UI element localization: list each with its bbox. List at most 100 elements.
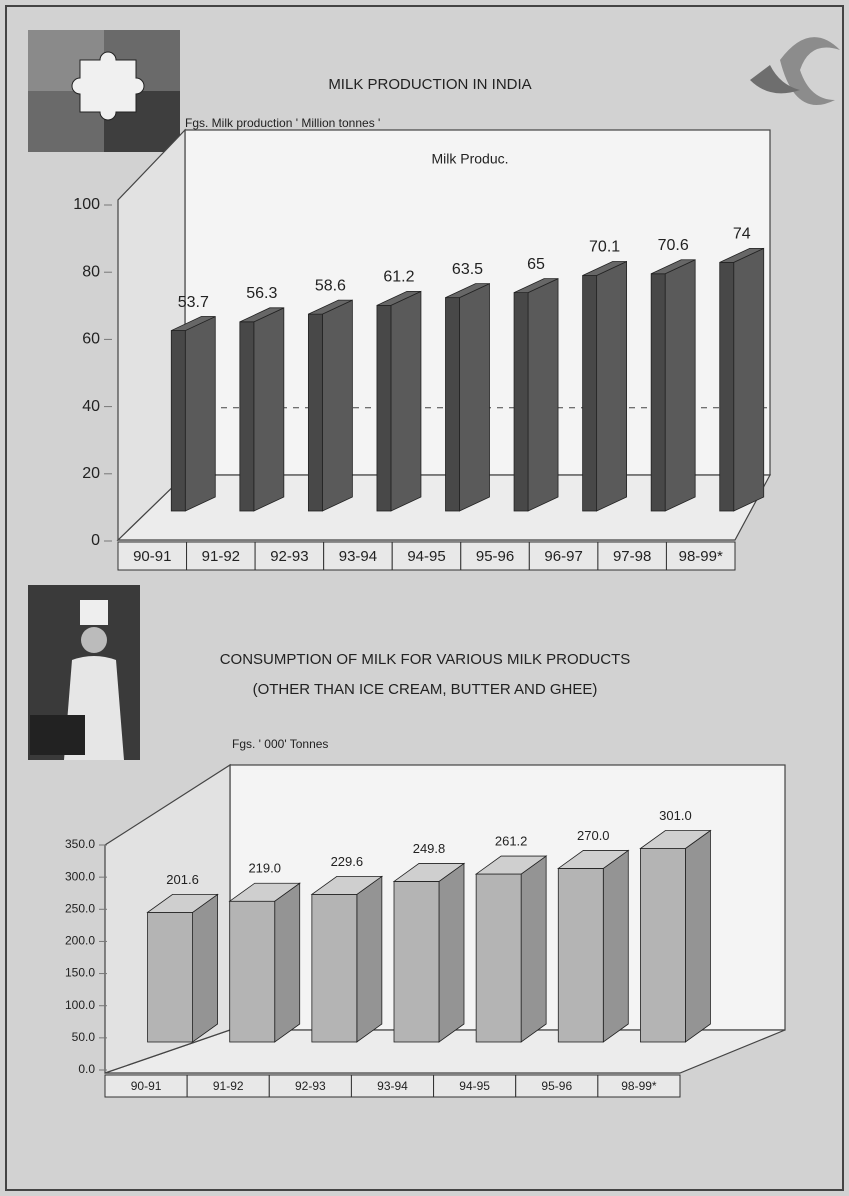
category-box bbox=[323, 541, 393, 571]
bar bbox=[229, 900, 276, 1043]
bar-top bbox=[639, 830, 712, 849]
value-label: 58.6 bbox=[315, 277, 346, 294]
x-tick-label: 90-91 bbox=[131, 1079, 162, 1093]
y-tick-label: 300.0 bbox=[65, 869, 95, 883]
category-box bbox=[391, 541, 462, 571]
value-label: 61.2 bbox=[383, 269, 414, 286]
bar-side bbox=[685, 829, 711, 1043]
bar bbox=[582, 275, 598, 512]
bar-side bbox=[520, 855, 547, 1043]
x-tick-label: 97-98 bbox=[613, 548, 651, 565]
bar bbox=[170, 330, 186, 512]
bar bbox=[640, 848, 686, 1043]
category-box bbox=[597, 541, 667, 571]
bar-top bbox=[719, 247, 764, 263]
bar-side bbox=[602, 849, 629, 1043]
y-tick-label: 20 bbox=[82, 465, 100, 482]
x-tick-label: 96-97 bbox=[544, 548, 582, 565]
chart-title: MILK PRODUCTION IN INDIA bbox=[328, 76, 531, 93]
bar bbox=[445, 297, 460, 512]
bar-top bbox=[474, 855, 548, 875]
y-tick-label: 100.0 bbox=[65, 998, 95, 1012]
category-box bbox=[528, 541, 599, 571]
y-tick-label: 50.0 bbox=[72, 1030, 96, 1044]
bar bbox=[376, 304, 392, 512]
y-tick-label: 250.0 bbox=[65, 901, 95, 915]
category-box bbox=[597, 1074, 681, 1098]
bar bbox=[239, 321, 255, 512]
bar bbox=[557, 868, 604, 1043]
x-tick-label: 98-99* bbox=[621, 1079, 657, 1093]
value-label: 65 bbox=[527, 256, 545, 273]
bar-top bbox=[445, 283, 490, 299]
value-label: 261.2 bbox=[495, 834, 528, 849]
bar-side bbox=[733, 247, 765, 512]
x-tick-label: 95-96 bbox=[476, 548, 514, 565]
bar-top bbox=[557, 850, 630, 869]
bar-top bbox=[376, 290, 422, 306]
bar-side bbox=[184, 315, 216, 512]
x-tick-label: 94-95 bbox=[459, 1079, 490, 1093]
bar bbox=[147, 912, 193, 1043]
category-box bbox=[117, 541, 188, 571]
y-tick-label: 0.0 bbox=[78, 1062, 95, 1076]
bar bbox=[650, 273, 666, 512]
bar bbox=[393, 881, 440, 1043]
x-tick-label: 90-91 bbox=[133, 548, 171, 565]
y-tick-label: 0 bbox=[91, 532, 100, 549]
category-box bbox=[460, 541, 530, 571]
category-box bbox=[665, 541, 736, 571]
bar bbox=[311, 894, 358, 1043]
y-tick-label: 150.0 bbox=[65, 966, 95, 980]
x-tick-label: 94-95 bbox=[407, 548, 445, 565]
value-label: 70.1 bbox=[589, 239, 620, 256]
bar-top bbox=[239, 307, 285, 323]
value-label: 249.8 bbox=[413, 841, 446, 856]
bar-top bbox=[650, 259, 696, 275]
bar bbox=[475, 873, 522, 1043]
x-tick-label: 91-92 bbox=[202, 548, 240, 565]
bar bbox=[719, 261, 735, 512]
y-tick-label: 100 bbox=[73, 196, 100, 213]
value-label: 301.0 bbox=[659, 808, 692, 823]
value-label: 63.5 bbox=[452, 261, 483, 278]
bar bbox=[513, 292, 529, 512]
page-border bbox=[5, 5, 844, 1191]
y-tick-label: 60 bbox=[82, 331, 100, 348]
bar-side bbox=[664, 259, 696, 512]
y-tick-label: 350.0 bbox=[65, 837, 95, 851]
x-tick-label: 92-93 bbox=[270, 548, 308, 565]
legend: Milk Produc. bbox=[431, 151, 508, 167]
bar-side bbox=[459, 283, 490, 512]
y-axis-label: Fgs. Milk production ' Million tonnes ' bbox=[185, 116, 380, 130]
value-label: 219.0 bbox=[248, 861, 281, 876]
bar-side bbox=[527, 277, 559, 512]
bar-side bbox=[390, 290, 422, 512]
bar-top bbox=[513, 278, 559, 294]
bar bbox=[307, 313, 323, 512]
x-tick-label: 93-94 bbox=[377, 1079, 408, 1093]
y-axis-label: Fgs. ' 000' Tonnes bbox=[232, 737, 328, 751]
bar-top bbox=[582, 261, 627, 276]
value-label: 74 bbox=[733, 226, 751, 243]
bar-top bbox=[392, 863, 466, 882]
bar-side bbox=[438, 862, 465, 1043]
bar-top bbox=[146, 894, 219, 913]
x-tick-label: 98-99* bbox=[679, 548, 723, 565]
x-tick-label: 91-92 bbox=[213, 1079, 244, 1093]
bar-top bbox=[310, 876, 384, 895]
value-label: 229.6 bbox=[331, 854, 364, 869]
bar-top bbox=[171, 316, 216, 331]
bar-side bbox=[596, 260, 628, 512]
x-tick-label: 93-94 bbox=[339, 548, 377, 565]
bar-side bbox=[274, 882, 301, 1043]
x-tick-label: 95-96 bbox=[541, 1079, 572, 1093]
chart-subtitle: (OTHER THAN ICE CREAM, BUTTER AND GHEE) bbox=[253, 681, 598, 698]
value-label: 201.6 bbox=[166, 872, 199, 887]
value-label: 270.0 bbox=[577, 828, 610, 843]
value-label: 70.6 bbox=[658, 237, 689, 254]
x-tick-label: 92-93 bbox=[295, 1079, 326, 1093]
category-box bbox=[254, 541, 325, 571]
